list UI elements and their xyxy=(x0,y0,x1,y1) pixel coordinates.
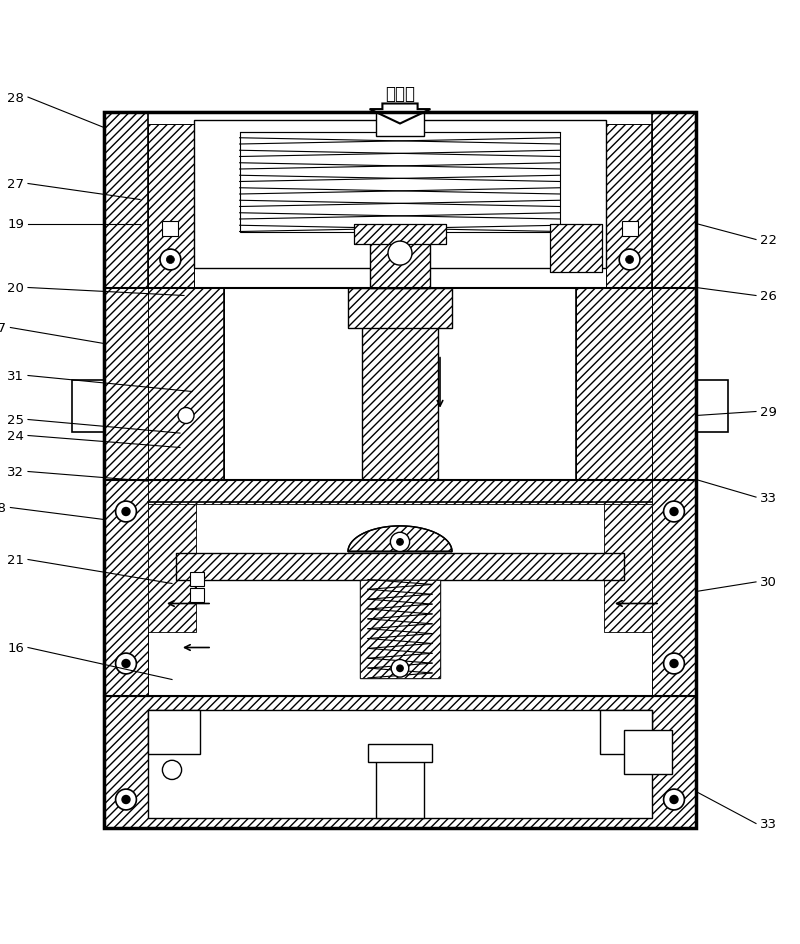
Text: 29: 29 xyxy=(760,406,777,418)
Bar xyxy=(148,710,652,818)
Text: 33: 33 xyxy=(760,491,777,504)
Bar xyxy=(176,553,624,580)
Bar xyxy=(348,288,452,329)
Bar xyxy=(176,553,624,580)
Bar xyxy=(622,222,638,236)
Bar xyxy=(370,228,430,288)
Bar xyxy=(104,480,696,696)
Text: 17: 17 xyxy=(0,322,6,334)
Text: 21: 21 xyxy=(7,553,24,566)
Bar xyxy=(104,480,148,696)
Circle shape xyxy=(664,501,685,522)
Bar xyxy=(376,112,424,136)
Bar xyxy=(104,696,696,828)
Circle shape xyxy=(397,539,403,546)
Bar xyxy=(224,288,576,480)
Bar xyxy=(240,132,560,232)
Circle shape xyxy=(388,242,412,266)
Circle shape xyxy=(166,256,174,264)
Text: 30: 30 xyxy=(760,576,777,589)
Circle shape xyxy=(178,408,194,424)
Circle shape xyxy=(115,653,136,674)
Bar xyxy=(600,710,652,754)
Bar xyxy=(354,225,446,244)
Bar xyxy=(348,288,452,329)
Bar xyxy=(696,380,728,432)
Circle shape xyxy=(670,508,678,516)
Bar xyxy=(362,288,438,480)
Bar xyxy=(72,380,104,432)
Circle shape xyxy=(397,666,403,672)
Circle shape xyxy=(664,789,685,810)
Bar xyxy=(376,746,424,818)
Text: 19: 19 xyxy=(7,218,24,230)
Bar xyxy=(148,288,652,480)
Text: 24: 24 xyxy=(7,430,24,443)
Circle shape xyxy=(391,660,409,678)
Text: 25: 25 xyxy=(7,413,24,427)
Circle shape xyxy=(670,660,678,667)
Bar xyxy=(148,112,652,288)
Text: 31: 31 xyxy=(7,370,24,382)
Bar xyxy=(162,222,178,236)
Bar xyxy=(604,480,652,632)
Text: 20: 20 xyxy=(7,281,24,295)
Circle shape xyxy=(160,250,181,271)
Text: 16: 16 xyxy=(7,641,24,654)
Circle shape xyxy=(619,250,640,271)
Bar xyxy=(190,588,204,602)
Text: 27: 27 xyxy=(7,177,24,191)
Text: 28: 28 xyxy=(7,92,24,105)
Text: 32: 32 xyxy=(7,465,24,479)
Text: 18: 18 xyxy=(0,501,6,514)
Circle shape xyxy=(115,501,136,522)
Circle shape xyxy=(122,508,130,516)
Bar xyxy=(148,710,200,754)
Bar xyxy=(652,480,696,696)
Text: 液力端: 液力端 xyxy=(385,86,415,103)
Circle shape xyxy=(390,532,410,552)
Circle shape xyxy=(115,789,136,810)
Circle shape xyxy=(626,256,634,264)
Bar xyxy=(148,112,652,288)
Bar xyxy=(148,480,652,504)
Bar xyxy=(190,572,204,586)
Bar xyxy=(104,696,696,828)
Bar xyxy=(148,480,196,632)
Bar xyxy=(362,288,438,480)
Bar xyxy=(576,288,652,480)
Bar xyxy=(148,288,224,480)
Circle shape xyxy=(122,796,130,803)
Bar xyxy=(104,112,696,828)
Circle shape xyxy=(122,660,130,667)
Bar xyxy=(360,580,440,678)
Polygon shape xyxy=(370,105,430,125)
Text: 22: 22 xyxy=(760,234,777,246)
Circle shape xyxy=(162,761,182,780)
Bar xyxy=(370,228,430,288)
Circle shape xyxy=(670,796,678,803)
Polygon shape xyxy=(348,527,452,552)
Bar xyxy=(104,112,696,828)
Bar xyxy=(368,745,432,762)
Bar xyxy=(550,225,602,272)
Circle shape xyxy=(664,653,685,674)
Bar xyxy=(360,580,440,678)
Text: 26: 26 xyxy=(760,290,777,303)
Bar xyxy=(104,112,696,828)
Bar xyxy=(624,730,672,774)
Bar xyxy=(148,125,194,288)
Bar xyxy=(606,125,652,288)
Text: 33: 33 xyxy=(760,818,777,830)
Bar xyxy=(194,121,606,268)
Bar xyxy=(354,225,446,244)
Bar xyxy=(550,225,602,272)
